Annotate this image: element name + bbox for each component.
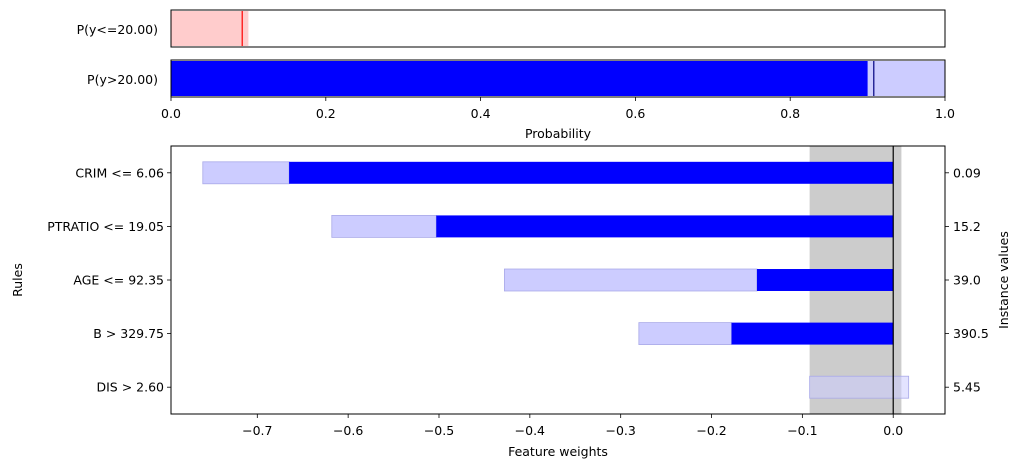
weight-x-tick-label: −0.7 [242,423,272,438]
weight-x-tick-label: −0.6 [333,423,363,438]
weight-x-tick-label: −0.4 [515,423,545,438]
rule-label: CRIM <= 6.06 [75,165,164,180]
instance-values-axis-label: Instance values [996,231,1011,329]
instance-value-label: 15.2 [953,219,981,234]
prob-bar-low [171,11,241,46]
instance-value-label: 39.0 [953,273,981,288]
weight-bar [436,215,894,238]
prob-x-axis-label: Probability [525,126,592,141]
weight-x-axis-label: Feature weights [508,444,608,459]
weight-uncertainty-bar [504,268,758,292]
weight-x-tick-label: 0.0 [883,423,903,438]
rule-label: B > 329.75 [93,326,164,341]
prob-panel-low-frame [170,9,946,48]
rule-label: AGE <= 92.35 [73,273,164,288]
probability-chart: P(y<=20.00) P(y>20.00) 0.0 0.2 0.4 0.6 0.8 1.… [77,9,955,141]
rules-axis-label: Rules [10,263,25,297]
weight-uncertainty-bar [202,161,290,185]
weight-uncertainty-bar [809,375,910,399]
prob-x-tick-label: 0.8 [780,106,800,121]
rule-label: DIS > 2.60 [97,380,165,395]
prob-x-tick-label: 0.0 [161,106,181,121]
weight-bar [289,161,894,184]
weight-bar [731,322,894,345]
prob-x-tick-label: 0.6 [625,106,645,121]
prob-panel-high-frame [170,59,946,98]
prob-bar-high [171,61,868,96]
prob-category-label-1: P(y>20.00) [87,72,158,87]
weight-uncertainty-bar [638,322,732,345]
weight-x-tick-label: −0.1 [787,423,817,438]
feature-weight-chart: CRIM <= 6.06 PTRATIO <= 19.05 AGE <= 92.35… [10,145,1011,459]
instance-value-label: 390.5 [953,326,989,341]
rule-label: PTRATIO <= 19.05 [47,219,164,234]
prob-x-tick-label: 0.2 [316,106,336,121]
instance-value-label: 5.45 [953,380,981,395]
weight-x-tick-label: −0.2 [696,423,726,438]
weight-uncertainty-bar [331,215,437,238]
instance-value-label: 0.09 [953,165,981,180]
weight-x-tick-label: −0.3 [606,423,636,438]
prob-category-label-0: P(y<=20.00) [77,22,158,37]
prob-x-tick-label: 0.4 [471,106,491,121]
prob-x-tick-label: 1.0 [935,106,955,121]
weight-x-tick-label: −0.5 [424,423,454,438]
weight-bar [756,269,894,291]
